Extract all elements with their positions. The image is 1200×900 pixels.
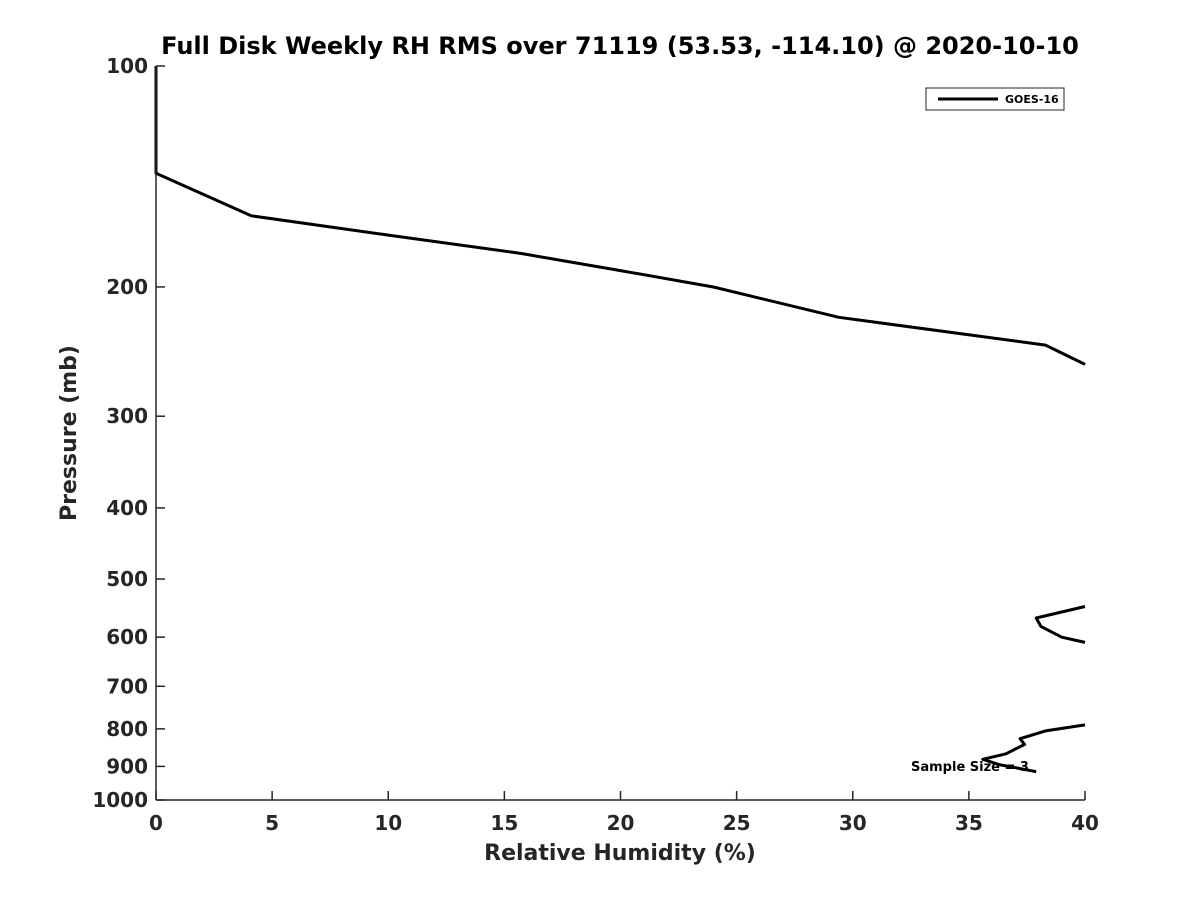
y-tick-label: 400: [106, 496, 148, 520]
sample-size-annotation: Sample Size = 3: [911, 760, 1029, 775]
x-tick-label: 20: [607, 811, 635, 835]
y-tick-label: 600: [106, 625, 148, 649]
x-tick-label: 25: [723, 811, 751, 835]
x-tick-label: 5: [265, 811, 279, 835]
y-tick-label: 900: [106, 754, 148, 778]
y-axis-label: Pressure (mb): [57, 345, 82, 521]
x-axis-ticks: 0 5 10 15 20 25 30 35 40: [149, 791, 1099, 835]
x-tick-label: 40: [1071, 811, 1099, 835]
y-tick-label: 200: [106, 275, 148, 299]
y-tick-label: 800: [106, 717, 148, 741]
y-axis-ticks: 100 200 300 400 500 600 700 800 900 1000: [92, 54, 165, 812]
chart-title: Full Disk Weekly RH RMS over 71119 (53.5…: [161, 32, 1079, 60]
x-tick-label: 10: [374, 811, 402, 835]
legend-label-goes-16: GOES-16: [1005, 93, 1059, 106]
y-tick-label: 1000: [92, 788, 148, 812]
x-tick-label: 0: [149, 811, 163, 835]
series-line-goes-16-segment-1: [154, 66, 1086, 366]
series-lines: [154, 66, 1086, 774]
x-tick-label: 15: [490, 811, 518, 835]
x-axis-label: Relative Humidity (%): [484, 841, 756, 866]
y-tick-label: 100: [106, 54, 148, 78]
x-tick-label: 35: [955, 811, 983, 835]
x-tick-label: 30: [839, 811, 867, 835]
y-tick-label: 300: [106, 404, 148, 428]
y-tick-label: 500: [106, 567, 148, 591]
series-line-goes-16-segment-2: [1034, 605, 1086, 644]
y-tick-label: 700: [106, 674, 148, 698]
series-line-goes-16-segment-3: [981, 723, 1086, 774]
legend: GOES-16: [925, 87, 1065, 111]
